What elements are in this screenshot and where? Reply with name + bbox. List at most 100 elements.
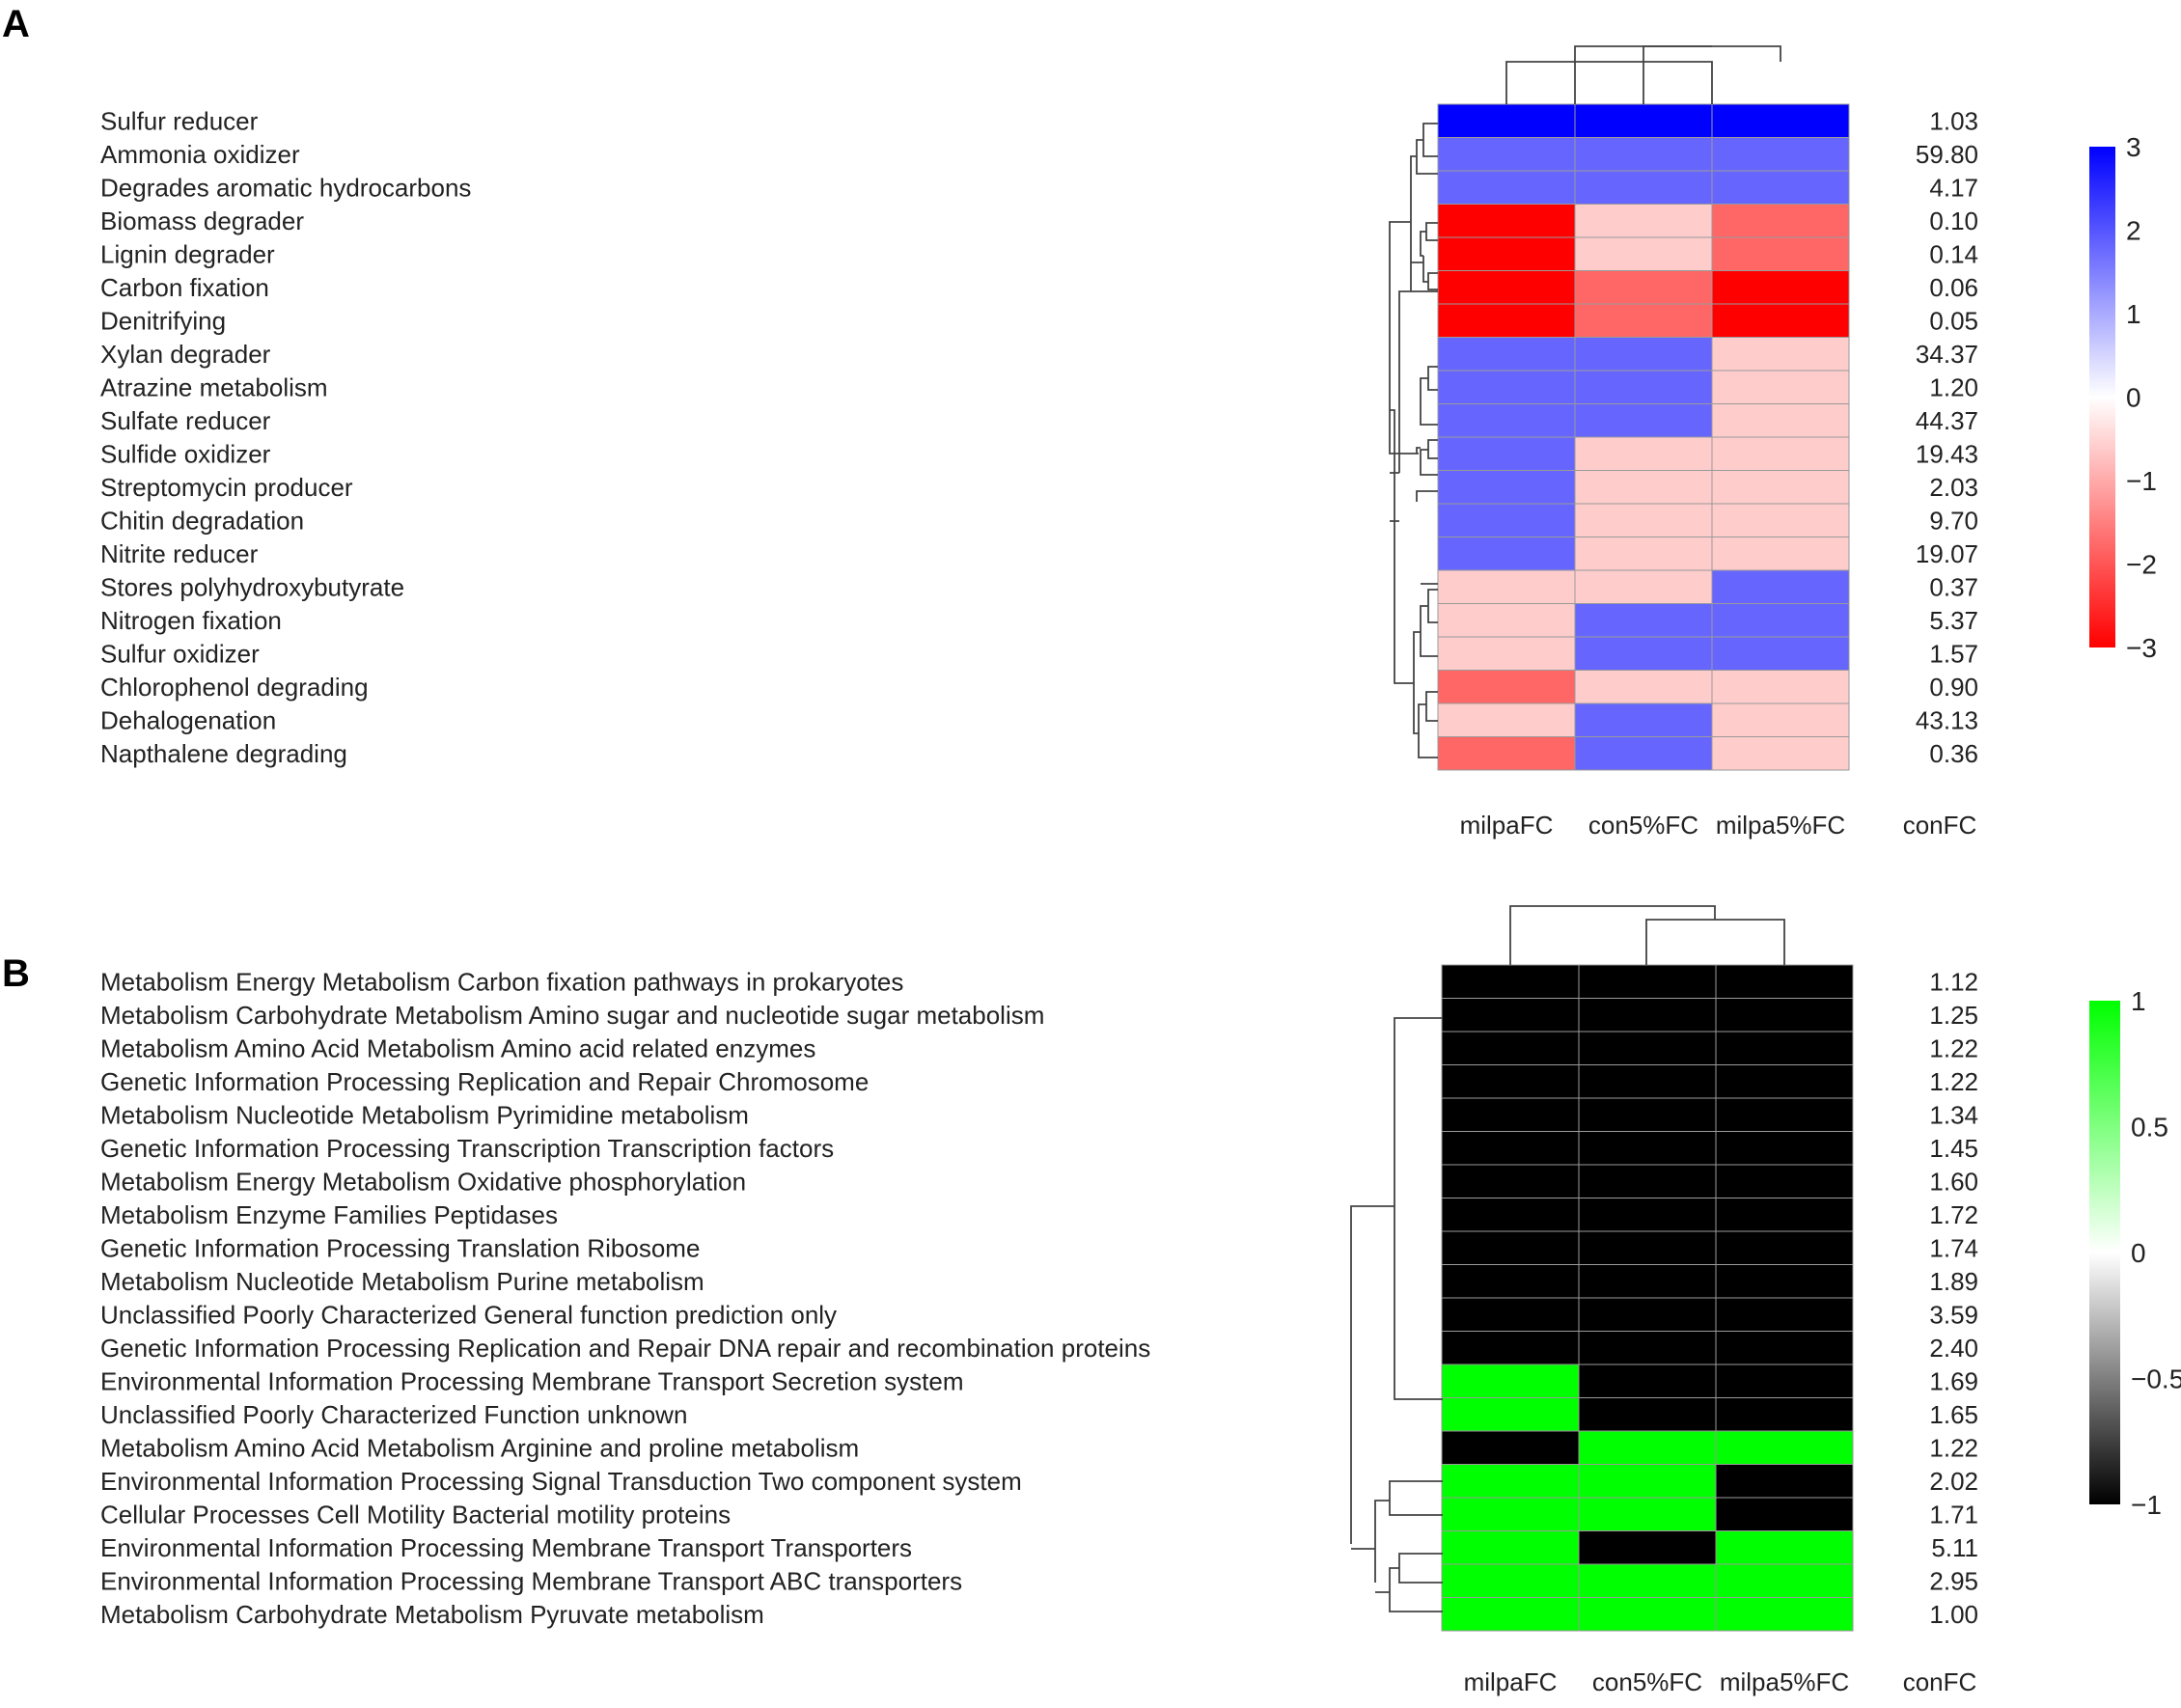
heatmap-cell <box>1711 569 1850 604</box>
heatmap-cell <box>1437 403 1576 438</box>
column-label: milpa5%FC <box>1720 1667 1849 1696</box>
heatmap-cell <box>1574 636 1713 671</box>
heatmap-cell <box>1441 1430 1580 1465</box>
conFC-value: 0.90 <box>1929 673 1978 702</box>
heatmap-cell <box>1437 370 1576 404</box>
row-label: Biomass degrader <box>100 207 304 235</box>
heatmap-cell <box>1437 603 1576 638</box>
conFC-value: 1.34 <box>1929 1100 1978 1129</box>
heatmap-cell <box>1711 470 1850 505</box>
heatmap-cell <box>1574 337 1713 372</box>
heatmap-cell <box>1715 964 1854 999</box>
conFC-value: 1.57 <box>1929 639 1978 668</box>
row-label: Metabolism Amino Acid Metabolism Amino a… <box>100 1033 815 1062</box>
heatmap-cell <box>1437 270 1576 305</box>
row-label: Metabolism Nucleotide Metabolism Pyrimid… <box>100 1100 749 1129</box>
conFC-value: 3.59 <box>1929 1300 1978 1329</box>
color-tick-label: 1 <box>2126 299 2141 329</box>
panel-a-label: A <box>2 3 30 45</box>
row-label: Unclassified Poorly Characterized Genera… <box>100 1300 837 1329</box>
conFC-value: 1.45 <box>1929 1134 1978 1163</box>
heatmap-cell <box>1437 736 1576 771</box>
conFC-value: 2.02 <box>1929 1467 1978 1496</box>
heatmap-cell <box>1715 1031 1854 1065</box>
conFC-value: 0.06 <box>1929 273 1978 302</box>
heatmap-cell <box>1715 1364 1854 1398</box>
conFC-value: 34.37 <box>1916 340 1978 369</box>
heatmap-cell <box>1574 702 1713 737</box>
heatmap-cell <box>1574 370 1713 404</box>
heatmap-cell <box>1441 1497 1580 1531</box>
conFC-value: 2.95 <box>1929 1566 1978 1595</box>
heatmap-cell <box>1574 736 1713 771</box>
row-label: Chitin degradation <box>100 506 304 535</box>
conFC-value: 5.11 <box>1931 1533 1978 1562</box>
column-label: con5%FC <box>1588 811 1698 840</box>
heatmap-cell <box>1711 436 1850 471</box>
conFC-value: 1.03 <box>1929 106 1978 135</box>
heatmap-cell <box>1437 436 1576 471</box>
heatmap-cell <box>1578 1264 1717 1299</box>
conFC-value: 19.07 <box>1916 539 1978 568</box>
heatmap-cell <box>1574 103 1713 138</box>
heatmap-cell <box>1578 1097 1717 1132</box>
heatmap-cell <box>1441 1131 1580 1166</box>
heatmap-cell <box>1715 1497 1854 1531</box>
panel-a-column-dendrogram <box>1505 45 1781 104</box>
row-label: Sulfur oxidizer <box>100 639 260 668</box>
heatmap-cell <box>1578 1563 1717 1598</box>
panel-a-heatmap-cells <box>1437 103 1850 771</box>
column-label: con5%FC <box>1592 1667 1702 1696</box>
heatmap-cell <box>1574 170 1713 205</box>
heatmap-cell <box>1437 303 1576 338</box>
row-label: Dehalogenation <box>100 705 276 734</box>
conFC-value: 1.12 <box>1929 967 1978 996</box>
row-label: Metabolism Carbohydrate Metabolism Amino… <box>100 1001 1044 1030</box>
heatmap-cell <box>1574 236 1713 271</box>
row-label: Nitrogen fixation <box>100 606 282 635</box>
row-label: Genetic Information Processing Replicati… <box>100 1067 869 1096</box>
panel-a: A Sulfur reducer Ammonia oxidizer Degrades… <box>2 3 2157 840</box>
heatmap-cell <box>1578 1530 1717 1565</box>
color-tick-label: 3 <box>2126 132 2141 162</box>
row-label: Metabolism Energy Metabolism Carbon fixa… <box>100 967 903 996</box>
heatmap-cell <box>1711 403 1850 438</box>
column-label-conFC: conFC <box>1903 811 1977 840</box>
heatmap-cell <box>1711 370 1850 404</box>
heatmap-cell <box>1715 1230 1854 1265</box>
heatmap-cell <box>1574 436 1713 471</box>
panel-a-color-bar <box>2089 147 2115 647</box>
heatmap-cell <box>1711 236 1850 271</box>
row-label: Genetic Information Processing Transcrip… <box>100 1134 834 1163</box>
conFC-value: 1.22 <box>1929 1033 1978 1062</box>
heatmap-cell <box>1441 1031 1580 1065</box>
heatmap-cell <box>1578 1597 1717 1632</box>
heatmap-cell <box>1574 503 1713 537</box>
row-label: Genetic Information Processing Replicati… <box>100 1334 1150 1363</box>
color-tick-label: −0.5 <box>2131 1364 2181 1394</box>
heatmap-cell <box>1711 170 1850 205</box>
heatmap-cell <box>1441 998 1580 1033</box>
row-label: Streptomycin producer <box>100 473 353 502</box>
panel-b-column-dendrogram <box>1509 905 1785 965</box>
heatmap-cell <box>1437 670 1576 704</box>
conFC-value: 1.22 <box>1929 1433 1978 1462</box>
heatmap-cell <box>1578 1031 1717 1065</box>
row-label: Lignin degrader <box>100 239 275 268</box>
panel-b-color-key: 1 0.5 0 −0.5 −1 <box>2089 986 2181 1520</box>
heatmap-cell <box>1441 1097 1580 1132</box>
panel-a-color-key: 3 2 1 0 −1 −2 −3 <box>2089 132 2157 663</box>
heatmap-cell <box>1574 303 1713 338</box>
heatmap-cell <box>1715 1397 1854 1432</box>
heatmap-cell <box>1437 470 1576 505</box>
heatmap-cell <box>1711 337 1850 372</box>
heatmap-cell <box>1578 1397 1717 1432</box>
heatmap-cell <box>1715 998 1854 1033</box>
row-label: Metabolism Energy Metabolism Oxidative p… <box>100 1167 746 1196</box>
row-label: Environmental Information Processing Mem… <box>100 1366 964 1395</box>
row-label: Metabolism Nucleotide Metabolism Purine … <box>100 1267 704 1296</box>
heatmap-cell <box>1574 137 1713 172</box>
heatmap-cell <box>1711 303 1850 338</box>
conFC-value: 0.14 <box>1929 239 1978 268</box>
heatmap-cell <box>1578 1064 1717 1099</box>
